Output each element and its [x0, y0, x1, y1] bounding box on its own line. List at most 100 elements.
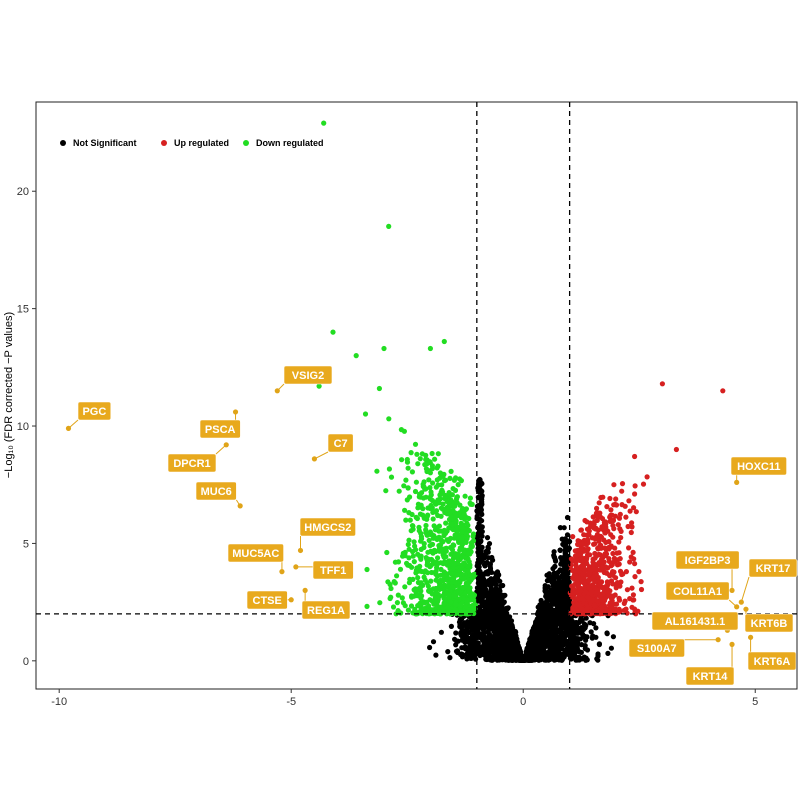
- up-regulated-point: [615, 522, 621, 528]
- up-regulated-point: [594, 505, 600, 511]
- legend-marker: [243, 140, 249, 146]
- down-regulated-point: [460, 610, 466, 616]
- down-regulated-point: [410, 553, 416, 559]
- down-regulated-point: [430, 480, 436, 486]
- not-significant-point: [550, 583, 556, 590]
- not-significant-point: [519, 654, 525, 661]
- up-regulated-point: [606, 546, 612, 552]
- up-regulated-point: [629, 585, 635, 591]
- down-regulated-point: [438, 513, 444, 519]
- down-regulated-point: [448, 468, 454, 474]
- not-significant-point: [511, 656, 517, 662]
- up-regulated-point: [570, 534, 576, 540]
- not-significant-point: [485, 549, 491, 555]
- down-regulated-point: [384, 549, 390, 556]
- up-regulated-point: [604, 504, 610, 510]
- up-regulated-point: [578, 527, 585, 533]
- up-regulated-point: [601, 559, 607, 565]
- down-regulated-point: [419, 490, 425, 496]
- not-significant-point: [483, 582, 489, 588]
- up-regulated-point: [589, 521, 595, 528]
- down-regulated-point: [418, 553, 424, 559]
- gene-label: AL161431.1: [665, 616, 726, 628]
- up-regulated-point: [626, 498, 632, 504]
- not-significant-point: [453, 648, 460, 654]
- down-regulated-point: [402, 584, 408, 590]
- not-significant-point: [486, 643, 492, 649]
- down-regulated-point: [362, 411, 369, 417]
- gene-label-box: [195, 481, 237, 501]
- down-regulated-point: [459, 524, 465, 530]
- down-regulated-point: [433, 509, 439, 515]
- down-regulated-point: [452, 579, 458, 585]
- up-regulated-point: [572, 548, 578, 554]
- not-significant-point: [557, 525, 564, 531]
- down-regulated-point: [448, 503, 454, 509]
- not-significant-point: [469, 639, 475, 645]
- x-tick-label: 5: [752, 696, 758, 708]
- down-regulated-point: [413, 479, 419, 485]
- not-significant-point: [462, 644, 468, 650]
- not-significant-point: [563, 589, 569, 596]
- up-regulated-point: [603, 539, 609, 546]
- not-significant-point: [479, 600, 485, 607]
- not-significant-point: [493, 588, 499, 594]
- down-regulated-point: [374, 468, 380, 474]
- x-tick-label: 0: [520, 696, 526, 708]
- down-regulated-point: [460, 585, 466, 591]
- not-significant-point: [591, 621, 597, 627]
- up-regulated-point: [636, 569, 642, 575]
- not-significant-point: [558, 642, 564, 648]
- down-regulated-point: [405, 485, 411, 491]
- down-regulated-point: [390, 604, 397, 610]
- gene-label-box: [744, 613, 794, 633]
- up-regulated-point: [613, 601, 620, 607]
- down-regulated-point: [453, 602, 459, 608]
- up-regulated-point: [582, 568, 588, 574]
- not-significant-point: [544, 642, 550, 648]
- down-regulated-point: [437, 604, 444, 610]
- up-regulated-point: [640, 481, 647, 487]
- up-regulated-point: [627, 508, 633, 514]
- not-significant-point: [489, 611, 495, 617]
- gene-label-box: [246, 590, 288, 610]
- up-regulated-point: [574, 552, 580, 559]
- not-significant-point: [556, 627, 562, 633]
- not-significant-point: [487, 615, 493, 621]
- not-significant-point: [540, 633, 547, 639]
- annotated-gene-point: [747, 634, 754, 640]
- up-regulated-point: [588, 596, 594, 602]
- up-regulated-point: [618, 528, 624, 535]
- y-tick-label: 0: [23, 656, 29, 668]
- down-regulated-point: [392, 559, 398, 565]
- up-regulated-point: [629, 524, 635, 530]
- not-significant-point: [582, 633, 588, 640]
- down-regulated-point: [402, 603, 408, 609]
- up-regulated-point: [585, 552, 591, 558]
- gene-label: VSIG2: [292, 370, 324, 382]
- not-significant-point: [447, 655, 453, 661]
- annotated-gene-point: [738, 599, 744, 605]
- down-regulated-point: [461, 576, 467, 582]
- down-regulated-point: [447, 535, 454, 542]
- not-significant-point: [559, 559, 565, 565]
- up-regulated-point: [590, 556, 596, 562]
- down-regulated-point: [419, 451, 425, 457]
- not-significant-point: [556, 657, 562, 663]
- down-regulated-point: [424, 516, 430, 522]
- not-significant-point: [494, 623, 500, 629]
- not-significant-point: [506, 643, 513, 650]
- not-significant-point: [467, 651, 473, 658]
- down-regulated-point: [404, 459, 411, 465]
- not-significant-point: [500, 628, 506, 634]
- annotated-gene-point: [237, 503, 243, 509]
- not-significant-point: [558, 579, 564, 586]
- label-connector: [740, 576, 750, 603]
- not-significant-point: [478, 547, 484, 553]
- up-regulated-point: [586, 570, 592, 576]
- down-regulated-point: [457, 567, 463, 573]
- legend-label: Up regulated: [174, 138, 229, 148]
- up-regulated-point: [631, 505, 637, 511]
- down-regulated-point: [469, 543, 475, 549]
- down-regulated-point: [420, 611, 426, 617]
